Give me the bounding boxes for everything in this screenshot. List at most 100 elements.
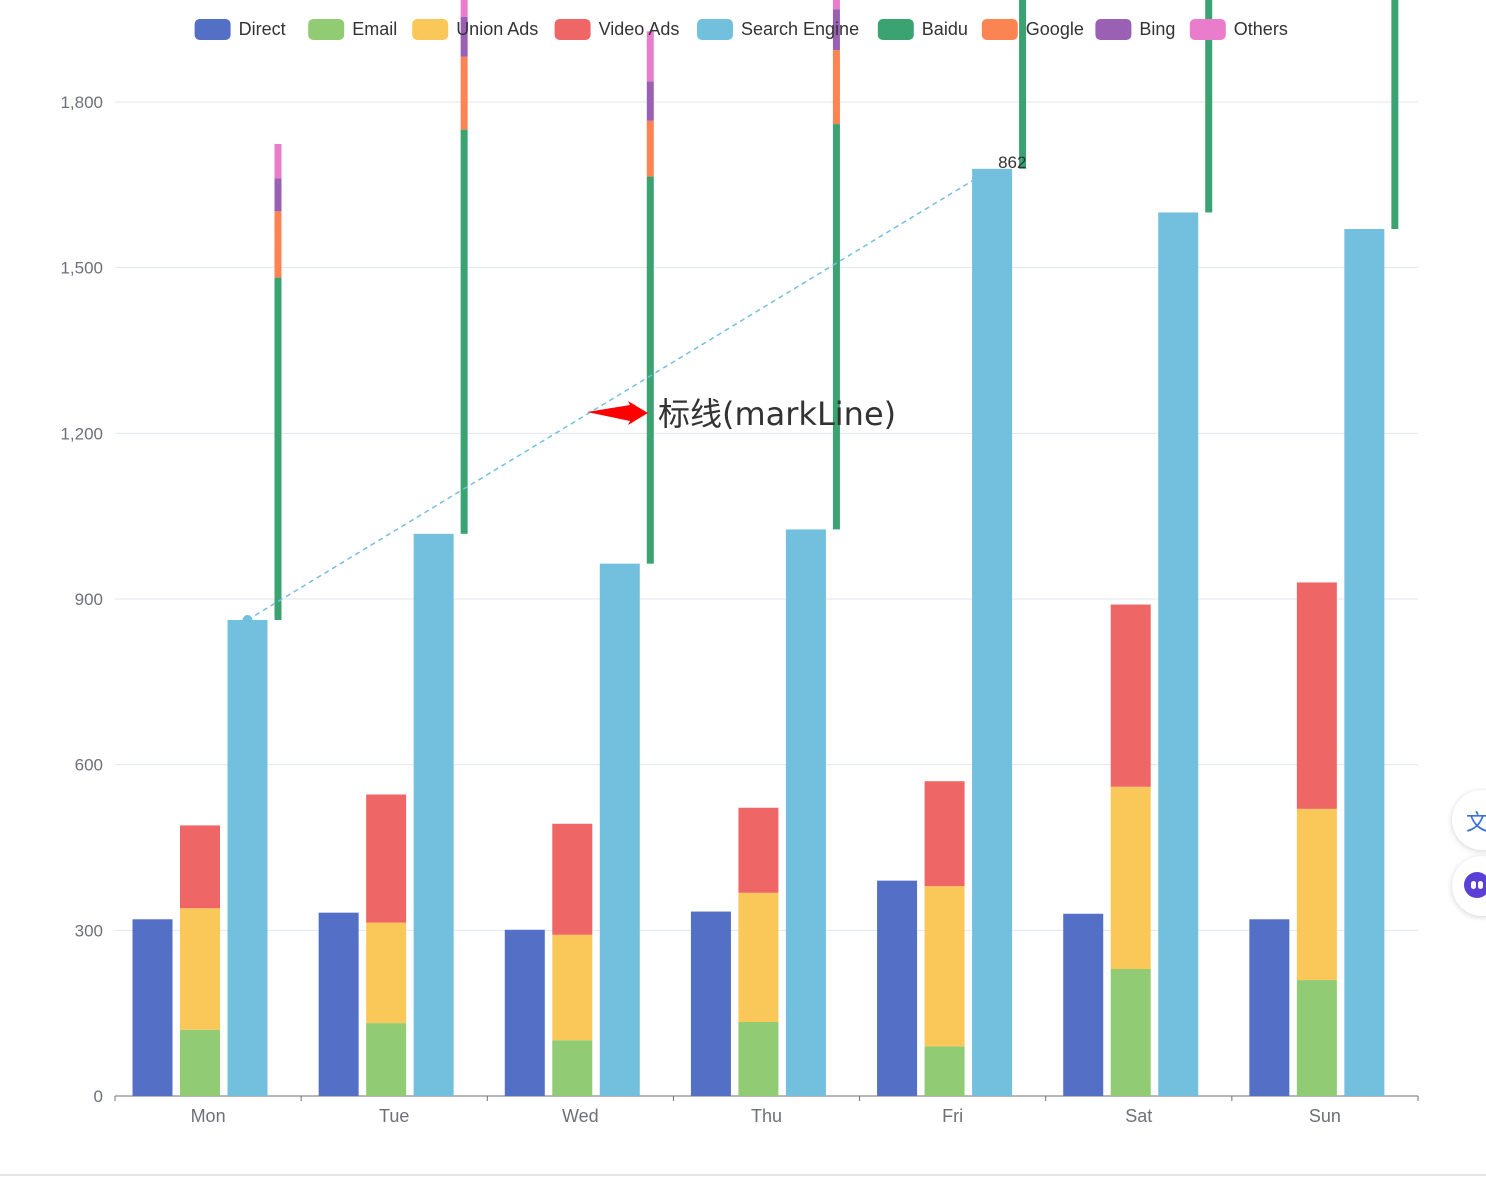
bar-search-engine [599, 563, 640, 1096]
bar-email [738, 1022, 779, 1096]
legend-swatch [981, 19, 1018, 40]
bar-video-ads [924, 781, 965, 887]
legend-label: Direct [239, 19, 286, 39]
bar-direct [504, 929, 545, 1096]
legend-item[interactable]: Baidu [877, 19, 968, 40]
bar-others [832, 0, 840, 10]
legend-label: Bing [1139, 19, 1175, 39]
bar-bing [646, 81, 654, 121]
legend-label: Search Engine [741, 19, 859, 39]
bar-others [460, 0, 468, 17]
bar-search-engine [227, 619, 268, 1096]
legend-label: Baidu [922, 19, 968, 39]
legend-swatch [194, 19, 231, 40]
annotation-arrow-icon [587, 401, 648, 425]
bar-email [180, 1029, 220, 1096]
bar-bing [832, 9, 840, 51]
x-tick-label: Wed [562, 1106, 599, 1126]
markline [247, 168, 993, 621]
legend-item[interactable]: Google [981, 19, 1084, 40]
legend-item[interactable]: Bing [1095, 19, 1175, 40]
bar-baidu [646, 176, 654, 564]
bar-union-ads [1296, 808, 1337, 981]
legend-item[interactable]: Video Ads [554, 19, 680, 40]
bar-video-ads [366, 794, 407, 923]
legend-item[interactable]: Union Ads [412, 19, 538, 40]
bar-bing [460, 16, 468, 57]
bar-others [274, 143, 282, 179]
x-tick-label: Fri [942, 1106, 963, 1126]
bar-email [552, 1040, 593, 1096]
x-tick-label: Sun [1309, 1106, 1341, 1126]
y-tick-label: 1,500 [60, 259, 103, 278]
bar-direct [318, 912, 359, 1096]
bar-email [1296, 980, 1337, 1096]
y-tick-label: 900 [75, 590, 103, 609]
bar-direct [1063, 913, 1104, 1096]
y-tick-label: 600 [75, 756, 103, 775]
bar-video-ads [738, 807, 779, 893]
bar-video-ads [1110, 604, 1151, 787]
translate-button[interactable]: 文 [1452, 790, 1486, 850]
legend-swatch [1095, 19, 1132, 40]
bar-email [924, 1046, 965, 1096]
bar-search-engine [972, 168, 1013, 1096]
bar-union-ads [366, 922, 407, 1024]
bar-direct [132, 919, 173, 1096]
bar-direct [877, 880, 918, 1096]
legend-item[interactable]: Email [308, 19, 397, 40]
bar-union-ads [180, 908, 220, 1030]
assistant-face-icon [1464, 872, 1486, 898]
markline-label: 862 [998, 153, 1026, 172]
page-divider [0, 1174, 1486, 1176]
bar-direct [690, 911, 731, 1096]
bar-video-ads [552, 823, 593, 935]
markline-arrowhead [982, 168, 993, 177]
bar-baidu [460, 129, 468, 534]
bar-union-ads [738, 892, 779, 1023]
markline-start-dot [242, 614, 253, 625]
bar-search-engine [1158, 212, 1199, 1096]
bar-baidu [274, 277, 282, 620]
legend-swatch [554, 19, 591, 40]
bar-baidu [1391, 0, 1399, 230]
legend-swatch [697, 19, 733, 40]
bar-bing [274, 178, 282, 212]
x-tick-label: Thu [751, 1106, 782, 1126]
bar-baidu [832, 124, 840, 530]
bar-google [646, 120, 654, 177]
bar-google [460, 56, 468, 130]
bar-email [366, 1023, 407, 1096]
bar-video-ads [180, 825, 220, 909]
x-tick-label: Tue [379, 1106, 409, 1126]
legend-swatch [308, 19, 345, 40]
legend-item[interactable]: Others [1189, 19, 1288, 40]
bar-union-ads [1110, 786, 1151, 969]
y-tick-label: 1,200 [60, 424, 103, 443]
legend-item[interactable]: Direct [194, 19, 286, 40]
translate-icon: 文 [1466, 811, 1486, 836]
bar-email [1110, 968, 1151, 1096]
y-tick-label: 300 [75, 921, 103, 940]
bar-search-engine [1344, 229, 1385, 1096]
legend-label: Google [1026, 19, 1084, 39]
bar-search-engine [785, 529, 826, 1096]
legend-label: Email [352, 19, 397, 39]
legend-label: Video Ads [599, 19, 680, 39]
legend-swatch [1189, 19, 1226, 40]
bar-others [646, 31, 654, 82]
bar-baidu [1019, 0, 1027, 169]
legend-swatch [412, 19, 449, 40]
legend-swatch [877, 19, 914, 40]
legend-label: Union Ads [456, 19, 538, 39]
bar-union-ads [552, 934, 593, 1041]
bar-video-ads [1296, 582, 1337, 809]
bar-google [832, 50, 840, 125]
bar-google [274, 211, 282, 278]
bar-baidu [1205, 0, 1213, 213]
legend-item[interactable]: Search Engine [697, 19, 859, 40]
y-tick-label: 0 [94, 1087, 103, 1106]
x-tick-label: Mon [191, 1106, 226, 1126]
bar-union-ads [924, 886, 965, 1047]
